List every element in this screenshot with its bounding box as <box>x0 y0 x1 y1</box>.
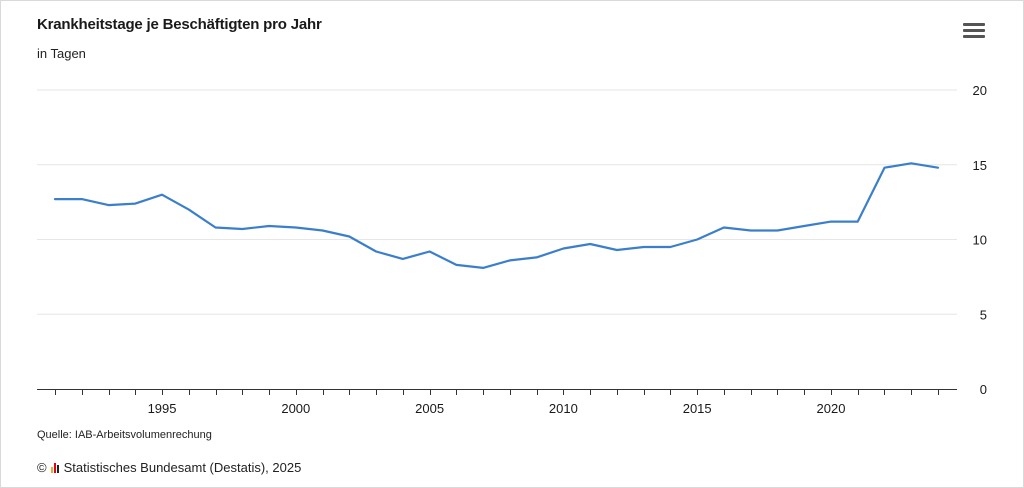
menu-bar <box>963 35 985 38</box>
x-tick-label: 2015 <box>683 401 712 416</box>
chart-title: Krankheitstage je Beschäftigten pro Jahr <box>37 16 322 33</box>
credit-text: Statistisches Bundesamt (Destatis), 2025 <box>63 460 302 475</box>
menu-bar <box>963 23 985 26</box>
chart-subtitle: in Tagen <box>37 46 86 61</box>
y-tick-label: 20 <box>973 83 987 98</box>
copyright-symbol: © <box>37 460 47 475</box>
grid-lines <box>37 89 957 315</box>
destatis-logo-icon <box>50 462 59 473</box>
y-tick-label: 15 <box>973 158 987 173</box>
menu-bar <box>963 29 985 32</box>
y-tick-label: 10 <box>973 233 987 248</box>
series-line <box>53 162 940 269</box>
y-tick-label: 5 <box>980 307 987 322</box>
x-tick-label: 2000 <box>281 401 310 416</box>
data-line <box>53 162 940 269</box>
x-tick-label: 1995 <box>148 401 177 416</box>
x-tick-label: 2005 <box>415 401 444 416</box>
y-axis: 0 5 10 15 20 <box>973 83 987 397</box>
x-tick-label: 2020 <box>817 401 846 416</box>
x-tick-label: 2010 <box>549 401 578 416</box>
credit-line: © Statistisches Bundesamt (Destatis), 20… <box>37 460 301 475</box>
hamburger-menu-icon[interactable] <box>963 23 985 41</box>
source-note: Quelle: IAB-Arbeitsvolumenrechung <box>37 429 212 441</box>
y-tick-label: 0 <box>980 382 987 397</box>
x-axis: 1995 2000 2005 2010 2015 2020 <box>37 389 957 416</box>
